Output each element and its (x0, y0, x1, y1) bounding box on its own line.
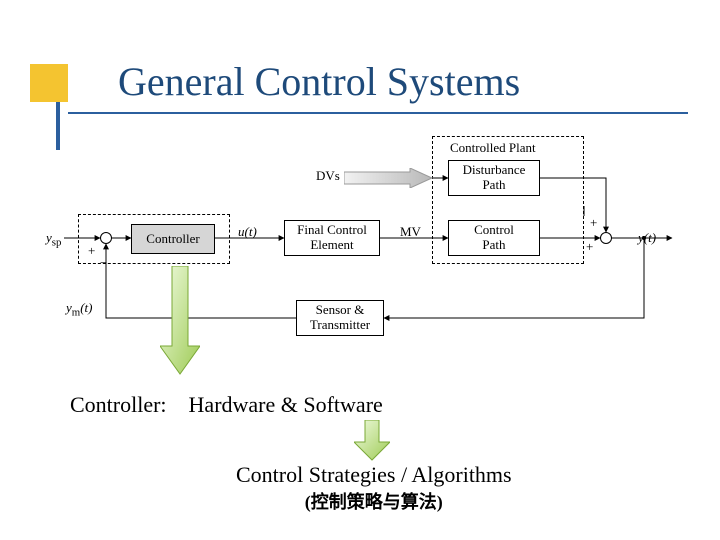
ym-t: (t) (80, 300, 92, 315)
summing-junction-right (600, 232, 612, 244)
sensor-text: Sensor & Transmitter (310, 303, 370, 333)
control-path-box: Control Path (448, 220, 540, 256)
sensor-transmitter-box: Sensor & Transmitter (296, 300, 384, 336)
slide-accent-square (30, 64, 68, 102)
plus-sign-right-left: + (586, 240, 593, 253)
grey-arrow-dvs (344, 168, 434, 188)
green-arrow-software (354, 420, 390, 462)
control-path-text: Control Path (474, 223, 514, 253)
controller-text: Controller (146, 232, 199, 247)
slide-title-rule (68, 112, 688, 114)
ut-text: u(t) (238, 224, 257, 239)
mv-label: MV (400, 224, 421, 240)
ysp-label: ysp (46, 230, 61, 249)
yt-label: y(t) (638, 230, 656, 246)
annotation-strategies: Control Strategies / Algorithms (控制策略与算法… (236, 462, 512, 514)
final-control-element-box: Final Control Element (284, 220, 380, 256)
annotation-strategies-cn: (控制策略与算法) (236, 488, 512, 514)
annotation-controller: Controller: Hardware & Software (70, 392, 383, 418)
controlled-plant-label: Controlled Plant (450, 140, 536, 156)
fce-text: Final Control Element (297, 223, 367, 253)
yt-text: y(t) (638, 230, 656, 245)
disturbance-path-text: Disturbance Path (463, 163, 526, 193)
ym-sub: m (72, 307, 80, 319)
ut-label: u(t) (238, 224, 257, 240)
plus-sign-right-top: + (590, 216, 597, 229)
disturbance-path-box: Disturbance Path (448, 160, 540, 196)
annotation-strategies-en: Control Strategies / Algorithms (236, 462, 512, 487)
controller-box: Controller (131, 224, 215, 254)
slide-title: General Control Systems (118, 58, 520, 105)
green-arrow-controller (160, 266, 200, 376)
ysp-sub: sp (52, 237, 62, 249)
dvs-label: DVs (316, 168, 340, 184)
control-system-diagram: Controlled Plant Disturbance Path Contro… (0, 120, 720, 380)
minus-sign-left: − (100, 256, 107, 269)
ym-label: ym(t) (66, 300, 93, 319)
summing-junction-left (100, 232, 112, 244)
plus-sign-left: + (88, 244, 95, 257)
